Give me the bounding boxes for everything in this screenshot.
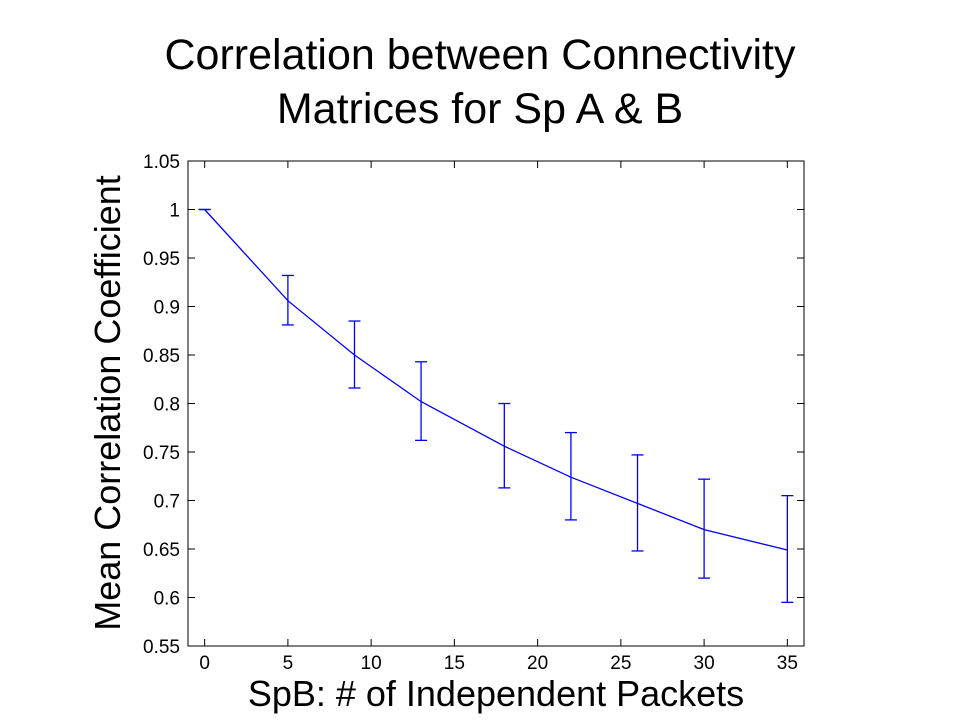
y-tick-label: 1 <box>169 201 180 222</box>
y-tick-label: 0.8 <box>154 395 180 416</box>
y-tick-label: 1.05 <box>143 152 180 173</box>
x-axis: 0 5 10 15 20 25 30 35 <box>199 161 798 674</box>
y-tick-label: 0.85 <box>143 346 180 367</box>
y-tick-label: 0.9 <box>154 298 180 319</box>
x-axis-label: SpB: # of Independent Packets <box>248 673 744 714</box>
y-axis-label: Mean Correlation Coefficient <box>87 175 128 631</box>
y-tick-label: 0.95 <box>143 249 180 270</box>
y-tick-label: 0.65 <box>143 540 180 561</box>
x-tick-label: 35 <box>777 653 798 674</box>
x-tick-label: 10 <box>361 653 382 674</box>
plot-area <box>187 160 805 647</box>
x-tick-label: 15 <box>444 653 465 674</box>
x-tick-label: 5 <box>283 653 294 674</box>
y-tick-label: 0.7 <box>154 492 180 513</box>
x-tick-label: 0 <box>199 653 210 674</box>
x-tick-label: 30 <box>694 653 715 674</box>
y-axis: 0.55 0.6 0.65 0.7 0.75 0.8 0.85 0.9 0.95 1 1.05 <box>143 152 804 658</box>
chart-title-line-1: Correlation between Connectivity <box>164 31 796 79</box>
y-tick-label: 0.6 <box>154 589 180 610</box>
y-tick-label: 0.55 <box>143 637 180 658</box>
x-tick-label: 25 <box>610 653 631 674</box>
chart-title-line-2: Matrices for Sp A & B <box>276 85 684 133</box>
y-tick-label: 0.75 <box>143 443 180 464</box>
x-tick-label: 20 <box>527 653 548 674</box>
series-line <box>204 209 788 551</box>
chart-title: Correlation between Connectivity Matrice… <box>0 28 960 136</box>
